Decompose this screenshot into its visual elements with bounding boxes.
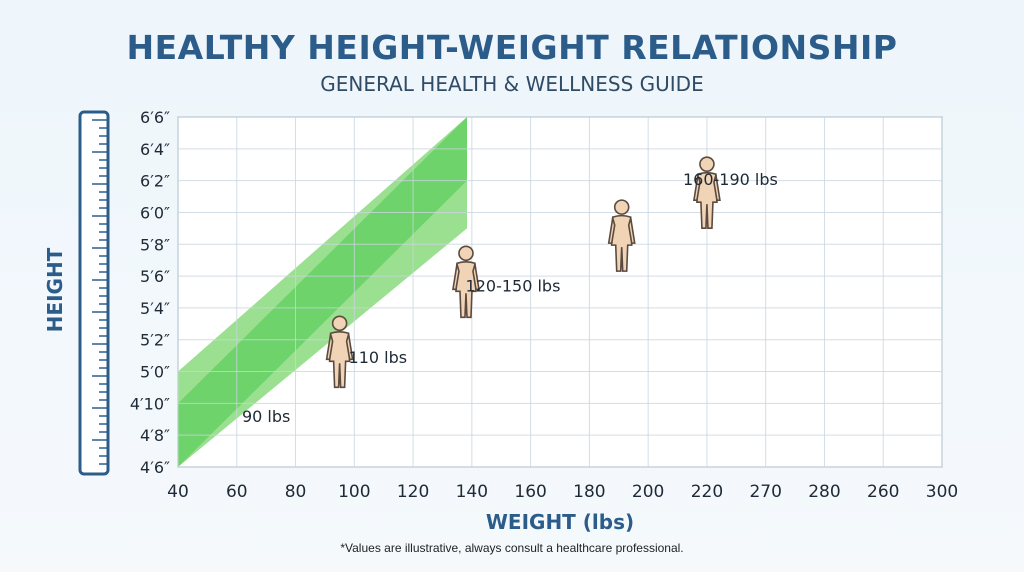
y-tick-label: 5′2″: [140, 331, 170, 350]
person-right-arm: [713, 174, 721, 201]
x-tick-label: 60: [226, 482, 248, 502]
person-head: [613, 199, 630, 215]
weight-range-label: 120-150 lbs: [466, 277, 561, 296]
x-tick-label: 300: [926, 482, 958, 502]
person-figure-icon: [452, 245, 480, 319]
y-tick-label: 5′4″: [140, 299, 170, 318]
x-tick-label: 260: [867, 482, 899, 502]
x-tick-label: 40: [167, 482, 189, 502]
person-figure-icon: [692, 156, 721, 229]
y-tick-label: 4′10″: [130, 394, 170, 413]
chart-subtitle: GENERAL HEALTH & WELLNESS GUIDE: [320, 72, 704, 96]
x-tick-label: 270: [749, 482, 781, 502]
person-right-arm: [345, 334, 354, 361]
x-tick-label: 220: [691, 482, 723, 502]
x-tick-label: 180: [573, 482, 605, 502]
person-left-arm: [692, 174, 701, 201]
person-body: [455, 260, 477, 319]
x-tick-label: 80: [285, 482, 307, 502]
y-tick-label: 4′8″: [140, 426, 170, 445]
weight-range-label: 160-190 lbs: [683, 170, 778, 189]
y-tick-label: 5′8″: [140, 235, 170, 254]
weight-range-label: 110 lbs: [349, 348, 408, 367]
y-tick-label: 6′2″: [140, 172, 170, 191]
y-tick-label: 6′0″: [140, 203, 170, 222]
y-axis-title: HEIGHT: [43, 247, 67, 332]
person-head: [699, 156, 715, 172]
chart-title: HEALTHY HEIGHT-WEIGHT RELATIONSHIP: [126, 28, 898, 67]
height-ruler: [78, 110, 110, 476]
x-tick-label: 280: [808, 482, 840, 502]
person-head: [458, 245, 474, 262]
person-body: [328, 330, 351, 389]
y-tick-label: 6′4″: [140, 140, 170, 159]
y-tick-label: 6′6″: [140, 108, 170, 127]
x-tick-label: 120: [397, 482, 429, 502]
healthy-range-inner-band: [178, 117, 467, 467]
x-tick-label: 100: [338, 482, 370, 502]
person-head: [331, 315, 348, 332]
person-body: [696, 171, 718, 229]
person-left-arm: [607, 217, 616, 244]
footnote: *Values are illustrative, always consult…: [340, 541, 684, 555]
y-tick-label: 4′6″: [140, 458, 170, 477]
person-right-arm: [472, 264, 480, 291]
person-left-arm: [325, 334, 334, 361]
x-tick-label: 140: [456, 482, 488, 502]
x-tick-label: 160: [514, 482, 546, 502]
person-figure-icon: [325, 315, 354, 389]
person-right-arm: [627, 217, 636, 244]
x-axis-title: WEIGHT (lbs): [486, 510, 634, 534]
person-left-arm: [452, 264, 460, 291]
x-tick-label: 200: [632, 482, 664, 502]
y-tick-label: 5′6″: [140, 267, 170, 286]
person-body: [610, 214, 633, 272]
person-figure-icon: [607, 199, 636, 272]
weight-range-label: 90 lbs: [242, 407, 290, 426]
y-tick-label: 5′0″: [140, 363, 170, 382]
